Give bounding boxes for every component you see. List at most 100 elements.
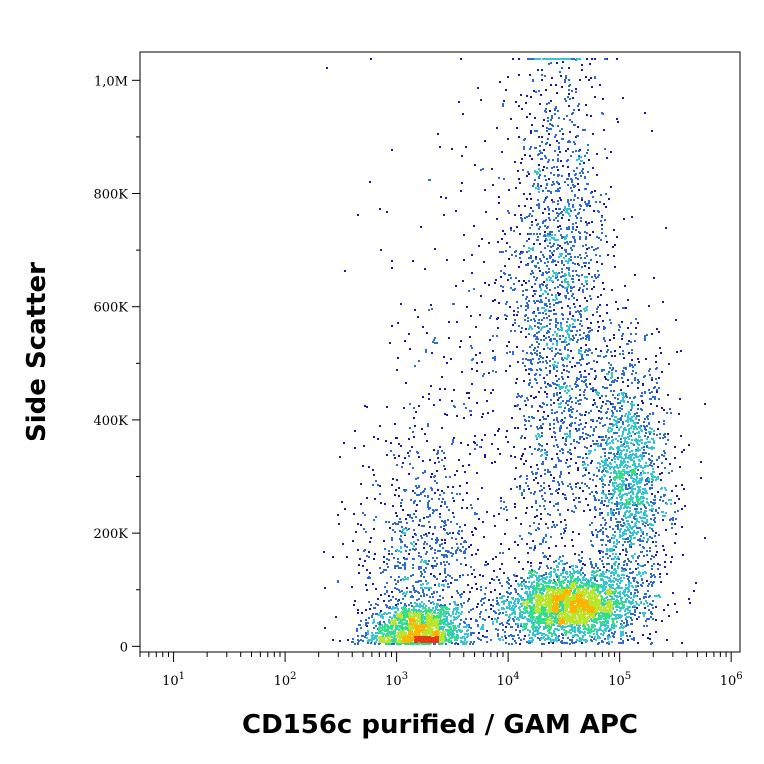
event-point — [465, 618, 467, 620]
event-point — [641, 447, 643, 449]
event-point — [380, 502, 382, 504]
event-point — [556, 394, 558, 396]
event-point — [594, 636, 596, 638]
event-point — [517, 623, 519, 625]
event-point — [644, 391, 646, 393]
event-point — [641, 520, 643, 522]
event-point — [523, 489, 525, 491]
event-point — [542, 633, 544, 635]
event-point — [542, 293, 544, 295]
event-point — [536, 572, 538, 574]
event-point — [566, 321, 568, 323]
event-point — [541, 327, 543, 329]
event-point — [622, 640, 624, 642]
event-point — [525, 404, 527, 406]
event-point — [651, 565, 653, 567]
event-point — [611, 355, 613, 357]
event-point — [625, 393, 627, 395]
event-point — [540, 185, 542, 187]
event-point — [433, 404, 435, 406]
event-point — [539, 226, 541, 228]
event-point — [529, 637, 531, 639]
event-point — [479, 446, 481, 448]
event-point — [534, 352, 536, 354]
event-point — [566, 210, 568, 212]
event-point — [565, 297, 567, 299]
event-point — [597, 306, 599, 308]
event-point — [431, 308, 433, 310]
event-point — [609, 401, 611, 403]
event-point — [550, 493, 552, 495]
event-point — [549, 488, 551, 490]
event-point — [444, 604, 446, 606]
event-point — [420, 595, 422, 597]
event-point — [491, 578, 493, 580]
event-point — [404, 562, 406, 564]
event-point — [614, 355, 616, 357]
event-point — [666, 639, 668, 641]
event-point — [532, 58, 534, 60]
event-point — [644, 472, 646, 474]
event-point — [525, 482, 527, 484]
event-point — [614, 625, 616, 627]
event-point — [567, 178, 569, 180]
event-point — [534, 335, 536, 337]
event-point — [551, 231, 553, 233]
event-point — [563, 383, 565, 385]
event-point — [609, 423, 611, 425]
event-point — [635, 318, 637, 320]
event-point — [391, 546, 393, 548]
event-point — [540, 299, 542, 301]
event-point — [579, 232, 581, 234]
event-point — [558, 397, 560, 399]
event-point — [521, 455, 523, 457]
event-point — [509, 246, 511, 248]
event-point — [548, 159, 550, 161]
event-point — [633, 516, 635, 518]
event-point — [560, 322, 562, 324]
event-point — [651, 465, 653, 467]
event-point — [524, 319, 526, 321]
event-point — [584, 564, 586, 566]
event-point — [528, 300, 530, 302]
event-point — [541, 136, 543, 138]
event-point — [424, 470, 426, 472]
event-point — [601, 370, 603, 372]
event-point — [524, 419, 526, 421]
event-point — [465, 626, 467, 628]
event-point — [608, 499, 610, 501]
event-point — [614, 595, 616, 597]
event-point — [579, 637, 581, 639]
event-point — [478, 632, 480, 634]
event-point — [627, 299, 629, 301]
event-point — [442, 597, 444, 599]
event-point — [528, 488, 530, 490]
event-point — [347, 639, 349, 641]
event-point — [467, 600, 469, 602]
event-point — [426, 594, 428, 596]
event-point — [671, 523, 673, 525]
event-point — [577, 126, 579, 128]
event-point — [617, 451, 619, 453]
event-point — [396, 549, 398, 551]
event-point — [630, 544, 632, 546]
event-point — [585, 262, 587, 264]
event-point — [536, 204, 538, 206]
event-point — [567, 637, 569, 639]
event-point — [531, 471, 533, 473]
event-point — [521, 538, 523, 540]
event-point — [653, 277, 655, 279]
event-point — [528, 640, 530, 642]
event-point — [652, 514, 654, 516]
event-point — [616, 380, 618, 382]
event-point — [494, 299, 496, 301]
event-point — [569, 385, 571, 387]
event-point — [651, 510, 653, 512]
event-point — [641, 456, 643, 458]
event-point — [509, 617, 511, 619]
event-point — [602, 425, 604, 427]
event-point — [582, 563, 584, 565]
event-point — [557, 481, 559, 483]
event-point — [579, 436, 581, 438]
event-point — [612, 558, 614, 560]
